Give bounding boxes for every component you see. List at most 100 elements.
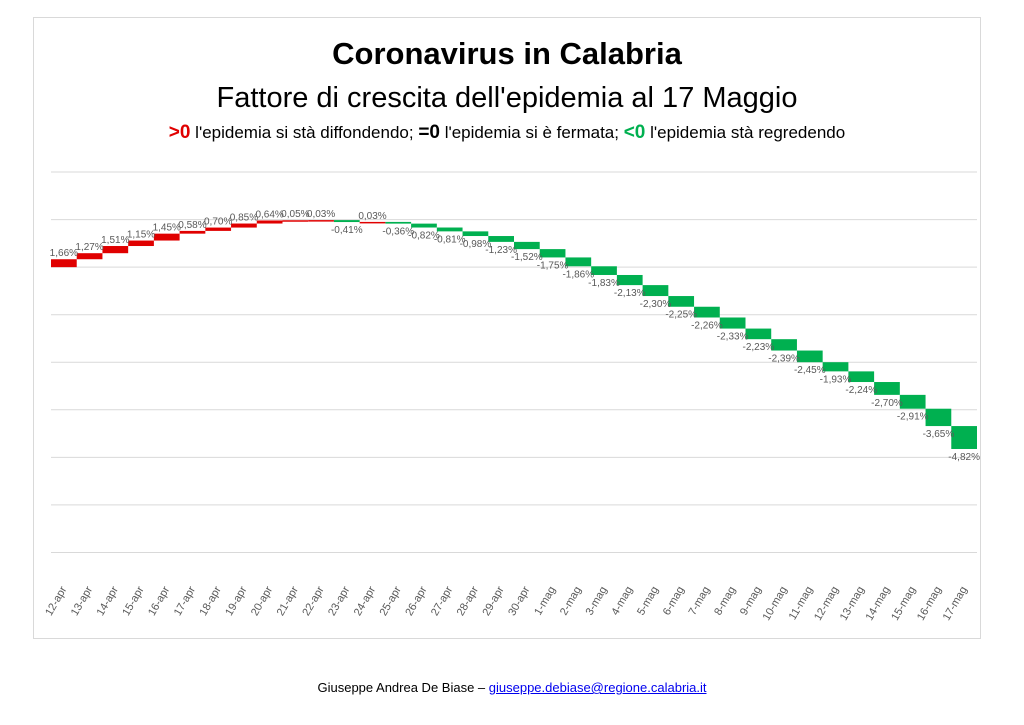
data-label: -2,23% (743, 342, 775, 353)
waterfall-bar (231, 223, 257, 228)
data-label: 0,70% (204, 217, 232, 228)
x-tick-label: 29-apr (480, 584, 506, 618)
waterfall-bar (565, 257, 592, 267)
waterfall-bar (925, 408, 952, 427)
waterfall-bar (179, 230, 206, 234)
data-label-layer: 1,66%1,27%1,51%1,15%1,45%0,58%0,70%0,85%… (50, 209, 980, 463)
waterfall-bar (771, 339, 797, 351)
data-label: 1,66% (50, 248, 78, 259)
legend-negative-text: l'epidemia stà regredendo (645, 123, 846, 142)
chart-title: Coronavirus in Calabria (332, 36, 682, 71)
x-tick-label: 24-apr (352, 584, 378, 618)
x-tick-label: 9-mag (738, 585, 764, 618)
data-label: 0,05% (281, 209, 309, 220)
data-label: 1,51% (101, 235, 129, 246)
data-label: 0,03% (307, 209, 335, 220)
data-label: -0,82% (408, 231, 440, 242)
legend-positive-text: l'epidemia si stà diffondendo; (190, 123, 419, 142)
waterfall-bar (102, 246, 129, 254)
waterfall-bar (591, 266, 617, 275)
data-label: 1,45% (153, 223, 181, 234)
data-label: -1,52% (511, 252, 543, 263)
grid-layer (51, 171, 977, 553)
x-tick-label: 4-mag (609, 585, 635, 618)
x-tick-label: 17-apr (172, 584, 198, 618)
x-tick-label: 18-apr (198, 584, 224, 618)
x-tick-label: 27-apr (429, 584, 455, 618)
waterfall-bar (796, 350, 823, 363)
data-label: -2,26% (691, 320, 723, 331)
data-label: -0,81% (434, 234, 466, 245)
x-tick-label: 21-apr (275, 584, 301, 618)
x-tick-label: 17-mag (941, 585, 970, 623)
data-label: -2,39% (768, 354, 800, 365)
data-label: -1,93% (820, 374, 852, 385)
waterfall-bar (616, 274, 643, 286)
waterfall-bar (462, 231, 489, 237)
x-tick-label: 22-apr (300, 584, 326, 618)
footer: Giuseppe Andrea De Biase – giuseppe.debi… (0, 680, 1024, 695)
x-tick-label: 6-mag (661, 585, 687, 618)
legend-positive-symbol: >0 (168, 122, 191, 143)
data-label: -0,36% (382, 227, 414, 238)
x-tick-label: 20-apr (249, 584, 275, 618)
waterfall-bar (874, 382, 900, 395)
x-tick-label: 11-mag (787, 585, 816, 623)
x-tick-label: 19-apr (223, 584, 249, 618)
waterfall-bar (694, 306, 720, 318)
x-tick-label: 2-mag (558, 585, 584, 618)
x-tick-label: 23-apr (326, 584, 352, 618)
x-tick-label: 12-apr (43, 584, 69, 618)
waterfall-bar (308, 220, 334, 222)
data-label: -3,65% (923, 429, 955, 440)
x-tick-label: 1-mag (532, 585, 558, 618)
waterfall-chart: 1,66%1,27%1,51%1,15%1,45%0,58%0,70%0,85%… (43, 171, 980, 623)
data-label: -2,30% (640, 299, 672, 310)
x-tick-label: 28-apr (455, 584, 481, 618)
data-label: -2,70% (871, 398, 903, 409)
waterfall-bar (436, 227, 463, 232)
chart-subtitle: Fattore di crescita dell'epidemia al 17 … (216, 82, 798, 114)
chart-frame: Coronavirus in Calabria Fattore di cresc… (33, 17, 981, 639)
x-tick-label: 7-mag (687, 585, 713, 618)
data-label: -2,25% (665, 310, 697, 321)
x-tick-label: 14-apr (95, 584, 121, 618)
x-tick-label: 13-apr (69, 584, 95, 618)
waterfall-bar (488, 236, 514, 242)
data-label: -0,41% (331, 225, 363, 236)
data-label: -4,82% (948, 452, 980, 463)
chart-legend: >0 l'epidemia si stà diffondendo; =0 l'e… (34, 122, 980, 144)
waterfall-bar (51, 259, 77, 268)
data-label: 1,15% (127, 230, 155, 241)
waterfall-bar (153, 233, 180, 241)
footer-email-link[interactable]: giuseppe.debiase@regione.calabria.it (488, 680, 707, 695)
waterfall-bar (642, 285, 669, 297)
data-label: 0,58% (178, 220, 206, 231)
footer-author: Giuseppe Andrea De Biase – (317, 680, 489, 695)
x-tick-label: 26-apr (403, 584, 429, 618)
waterfall-bar (745, 328, 772, 340)
data-label: -0,98% (460, 239, 492, 250)
waterfall-bar (822, 362, 849, 372)
waterfall-bar (385, 221, 412, 224)
x-tick-label: 8-mag (712, 585, 738, 618)
data-label: 0,85% (230, 213, 258, 224)
x-tick-layer: 12-apr 13-apr 14-apr 15-apr 16-apr 17-apr 18-a… (43, 584, 970, 623)
data-label: -1,83% (588, 278, 620, 289)
data-label: -2,13% (614, 288, 646, 299)
x-tick-label: 25-apr (378, 584, 404, 618)
x-tick-label: 16-apr (146, 584, 172, 618)
waterfall-bar (668, 296, 695, 307)
data-label: 0,64% (255, 209, 283, 220)
data-label: -1,75% (537, 260, 569, 271)
waterfall-bar (282, 220, 309, 222)
waterfall-bar (539, 249, 566, 258)
waterfall-bar (514, 241, 540, 250)
data-label: -2,45% (794, 365, 826, 376)
legend-zero-symbol: =0 (418, 122, 440, 143)
waterfall-bar (848, 371, 875, 383)
legend-negative-symbol: <0 (623, 122, 646, 143)
bar-layer (51, 220, 977, 449)
waterfall-bar (411, 223, 437, 228)
x-tick-label: 5-mag (635, 585, 661, 618)
